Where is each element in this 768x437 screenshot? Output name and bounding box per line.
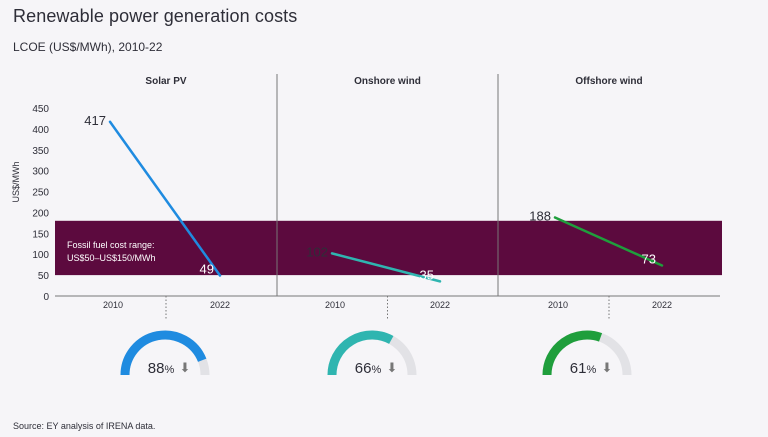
data-label-start: 188	[529, 208, 551, 223]
gauge-reduction-unit: %	[371, 364, 381, 376]
panel-title: Onshore wind	[354, 76, 421, 87]
gauge-reduction-value: 88%	[148, 360, 175, 377]
fossil-fuel-band	[55, 220, 722, 276]
chart-title: Renewable power generation costs	[13, 6, 298, 26]
gauge-reduction-value: 66%	[355, 360, 382, 377]
down-arrow-icon: ⬇	[602, 360, 613, 375]
band-label-line2: US$50–US$150/MWh	[67, 253, 156, 263]
x-tick-label: 2022	[210, 300, 230, 310]
gauge-reduction-unit: %	[586, 364, 596, 376]
x-tick-label: 2010	[325, 300, 345, 310]
y-tick-label: 450	[32, 104, 49, 115]
chart-subtitle: LCOE (US$/MWh), 2010-22	[13, 40, 163, 54]
series-line-offshore	[553, 216, 664, 267]
x-tick-label: 2022	[430, 300, 450, 310]
data-label-end: 49	[200, 262, 214, 277]
y-tick-label: 350	[32, 146, 49, 157]
gauge-reduction-number: 66	[355, 360, 372, 377]
y-tick-label: 200	[32, 208, 49, 219]
y-tick-label: 100	[32, 250, 49, 261]
data-label-end: 73	[642, 252, 656, 267]
gauge-fill-solar	[120, 330, 207, 376]
band-label-line1: Fossil fuel cost range:	[67, 240, 155, 250]
down-arrow-icon: ⬇	[180, 360, 191, 375]
y-tick-label: 0	[43, 292, 49, 303]
x-tick-label: 2022	[652, 300, 672, 310]
series-line-onshore	[330, 252, 442, 283]
gauge-reduction-unit: %	[164, 364, 174, 376]
data-label-start: 102	[306, 244, 328, 259]
gauge-reduction-number: 88	[148, 360, 165, 377]
y-tick-label: 250	[32, 188, 49, 199]
y-tick-label: 150	[32, 229, 49, 240]
y-tick-label: 300	[32, 167, 49, 178]
down-arrow-icon: ⬇	[387, 360, 398, 375]
gauge-reduction-number: 61	[570, 360, 587, 377]
series-line-solar	[108, 120, 222, 277]
panel-title: Solar PV	[145, 76, 186, 87]
data-label-start: 417	[84, 113, 106, 128]
gauge-reduction-value: 61%	[570, 360, 597, 377]
x-tick-label: 2010	[103, 300, 123, 310]
data-label-end: 35	[420, 267, 434, 282]
gauge-fill-offshore	[542, 330, 603, 376]
panel-title: Offshore wind	[575, 76, 642, 87]
gauge-fill-onshore	[327, 330, 394, 376]
y-tick-label: 400	[32, 125, 49, 136]
x-tick-label: 2010	[548, 300, 568, 310]
source-note: Source: EY analysis of IRENA data.	[13, 421, 156, 431]
y-axis-label: US$/MWh	[11, 161, 21, 202]
y-tick-label: 50	[38, 271, 50, 282]
